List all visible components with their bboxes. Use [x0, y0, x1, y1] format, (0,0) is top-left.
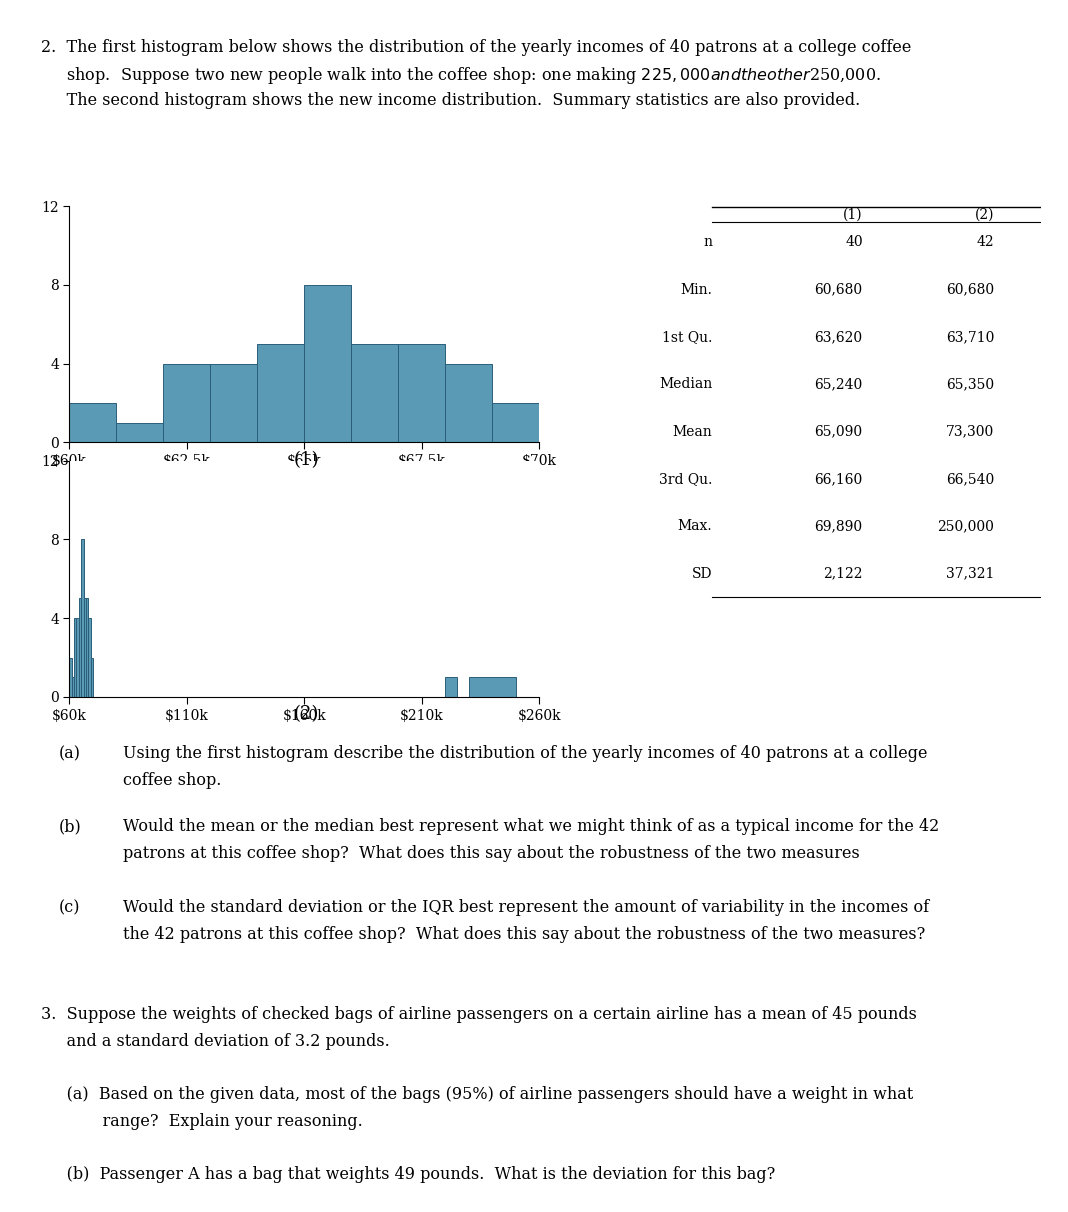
Text: (a): (a) — [59, 745, 81, 762]
Text: Using the first histogram describe the distribution of the yearly incomes of 40 : Using the first histogram describe the d… — [123, 745, 927, 762]
Bar — [492, 402, 539, 442]
Bar — [91, 657, 93, 697]
Text: 65,090: 65,090 — [815, 424, 863, 439]
Text: 73,300: 73,300 — [946, 424, 994, 439]
Bar — [304, 285, 351, 442]
Text: patrons at this coffee shop?  What does this say about the robustness of the two: patrons at this coffee shop? What does t… — [123, 845, 860, 862]
Bar — [445, 678, 457, 697]
Text: 65,350: 65,350 — [946, 377, 994, 391]
Bar — [69, 402, 116, 442]
Text: 3.  Suppose the weights of checked bags of airline passengers on a certain airli: 3. Suppose the weights of checked bags o… — [41, 1006, 916, 1023]
Text: 60,680: 60,680 — [946, 282, 994, 297]
Text: and a standard deviation of 3.2 pounds.: and a standard deviation of 3.2 pounds. — [41, 1033, 390, 1050]
Text: 65,240: 65,240 — [815, 377, 863, 391]
Text: (1): (1) — [294, 451, 319, 469]
Bar — [163, 364, 210, 442]
Bar — [85, 599, 89, 697]
Text: Would the standard deviation or the IQR best represent the amount of variability: Would the standard deviation or the IQR … — [123, 899, 929, 916]
Text: (a)  Based on the given data, most of the bags (95%) of airline passengers shoul: (a) Based on the given data, most of the… — [41, 1086, 913, 1103]
Bar — [69, 657, 72, 697]
Text: 69,890: 69,890 — [815, 519, 863, 533]
Bar — [79, 599, 81, 697]
Text: The second histogram shows the new income distribution.  Summary statistics are : The second histogram shows the new incom… — [41, 92, 860, 109]
Bar — [89, 618, 91, 697]
Bar — [116, 423, 163, 442]
Text: coffee shop.: coffee shop. — [123, 772, 221, 789]
Text: 42: 42 — [976, 235, 994, 250]
Text: SD: SD — [692, 567, 712, 581]
Text: (1): (1) — [843, 207, 863, 222]
Text: 63,620: 63,620 — [815, 330, 863, 344]
Bar — [398, 344, 445, 442]
Text: (2): (2) — [294, 705, 319, 724]
Text: 1st Qu.: 1st Qu. — [662, 330, 712, 344]
Text: 66,540: 66,540 — [946, 471, 994, 486]
Bar — [351, 344, 398, 442]
Text: (b): (b) — [59, 818, 81, 835]
Bar — [257, 344, 304, 442]
Bar — [469, 678, 516, 697]
Text: range?  Explain your reasoning.: range? Explain your reasoning. — [41, 1113, 362, 1130]
Text: 40: 40 — [845, 235, 863, 250]
Text: 60,680: 60,680 — [815, 282, 863, 297]
Text: 2.  The first histogram below shows the distribution of the yearly incomes of 40: 2. The first histogram below shows the d… — [41, 39, 911, 56]
Bar — [445, 364, 492, 442]
Bar — [83, 599, 85, 697]
Text: Max.: Max. — [678, 519, 712, 533]
Text: 66,160: 66,160 — [815, 471, 863, 486]
Text: 2,122: 2,122 — [823, 567, 863, 581]
Text: n: n — [704, 235, 712, 250]
Text: Min.: Min. — [680, 282, 712, 297]
Text: 3rd Qu.: 3rd Qu. — [659, 471, 712, 486]
Bar — [74, 618, 77, 697]
Text: Would the mean or the median best represent what we might think of as a typical : Would the mean or the median best repres… — [123, 818, 939, 835]
Text: (2): (2) — [975, 207, 994, 222]
Bar — [81, 539, 83, 697]
Bar — [77, 618, 79, 697]
Text: the 42 patrons at this coffee shop?  What does this say about the robustness of : the 42 patrons at this coffee shop? What… — [123, 926, 925, 943]
Text: 63,710: 63,710 — [946, 330, 994, 344]
Text: Median: Median — [659, 377, 712, 391]
Text: Mean: Mean — [673, 424, 712, 439]
Text: shop.  Suppose two new people walk into the coffee shop: one making $225,000 and: shop. Suppose two new people walk into t… — [41, 65, 880, 86]
Bar — [72, 678, 74, 697]
Text: 250,000: 250,000 — [938, 519, 994, 533]
Text: 37,321: 37,321 — [946, 567, 994, 581]
Text: (b)  Passenger A has a bag that weights 49 pounds.  What is the deviation for th: (b) Passenger A has a bag that weights 4… — [41, 1166, 774, 1183]
Text: (c): (c) — [59, 899, 80, 916]
Bar — [210, 364, 257, 442]
